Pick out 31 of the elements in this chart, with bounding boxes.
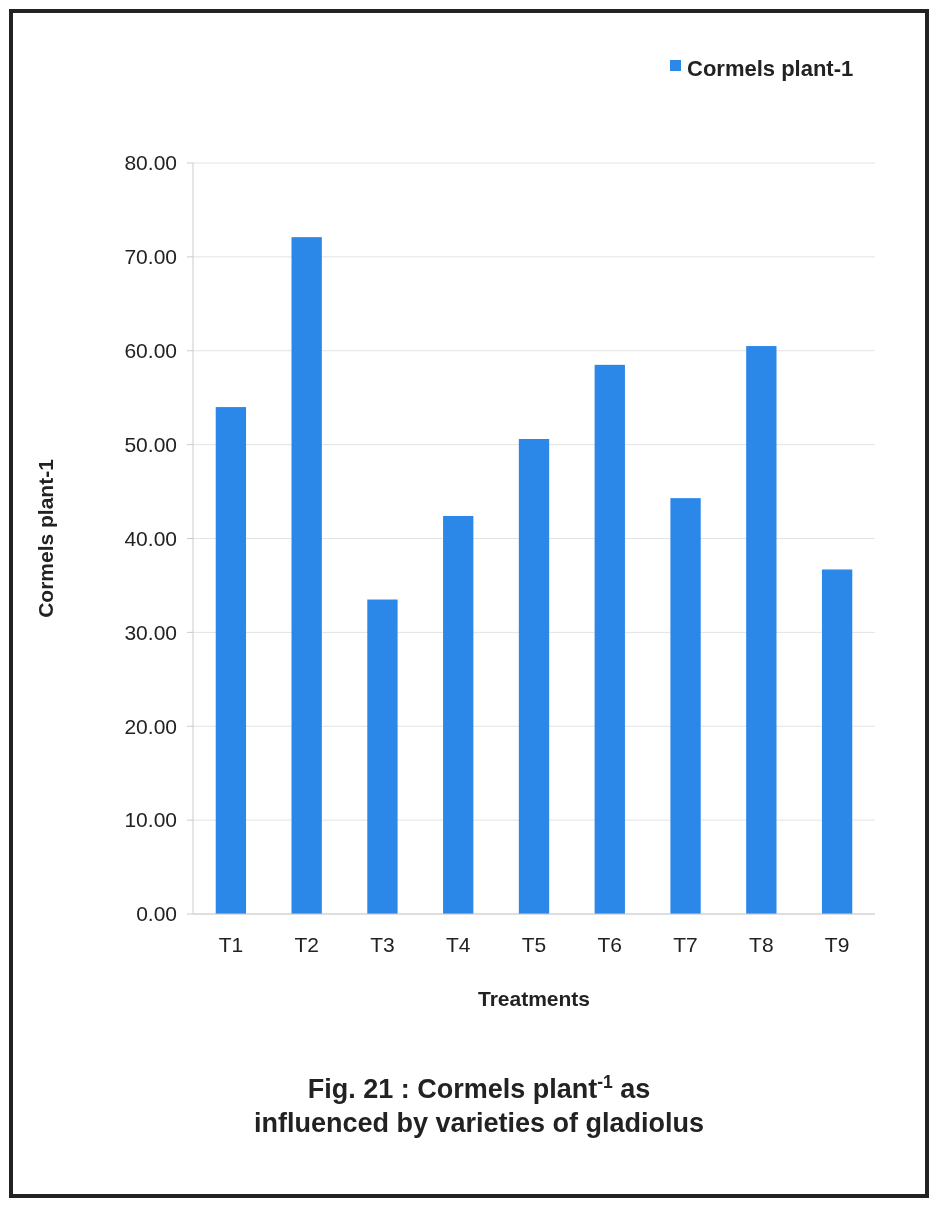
y-tick-label: 30.00 (124, 620, 177, 644)
y-tick-label: 60.00 (124, 339, 177, 363)
bar (443, 515, 474, 914)
bar (518, 438, 550, 914)
x-tick-label: T6 (597, 933, 623, 956)
y-tick-label: 50.00 (124, 432, 177, 456)
bar (291, 237, 322, 914)
x-tick-label: T3 (370, 933, 395, 956)
bar (215, 407, 247, 914)
legend-label: Cormels plant-1 (687, 55, 854, 81)
y-tick-label: 20.00 (124, 714, 177, 738)
y-tick-label: 80.00 (124, 151, 177, 175)
bar (821, 569, 853, 914)
x-tick-label: T8 (749, 933, 774, 956)
y-tick-label: 40.00 (124, 526, 177, 550)
y-tick-label: 0.00 (136, 902, 177, 926)
bar (746, 346, 777, 914)
x-tick-label: T5 (521, 933, 547, 956)
y-tick-label: 10.00 (124, 808, 177, 832)
y-axis-title: Cormels plant-1 (34, 458, 57, 618)
x-tick-label: T4 (445, 933, 471, 956)
x-tick-label: T9 (824, 933, 850, 956)
x-axis-title: Treatments (477, 987, 591, 1010)
x-tick-label: T7 (673, 933, 698, 956)
bar (670, 498, 701, 914)
x-tick-label: T2 (294, 933, 319, 956)
y-tick-label: 70.00 (124, 245, 177, 269)
text: Fig. 21 : Cormels plant$^{-1}$ as influenced by varieties of gladiolus (253, 1072, 705, 1138)
bar (367, 599, 398, 914)
bar (594, 364, 625, 914)
x-tick-label: T1 (218, 933, 244, 956)
